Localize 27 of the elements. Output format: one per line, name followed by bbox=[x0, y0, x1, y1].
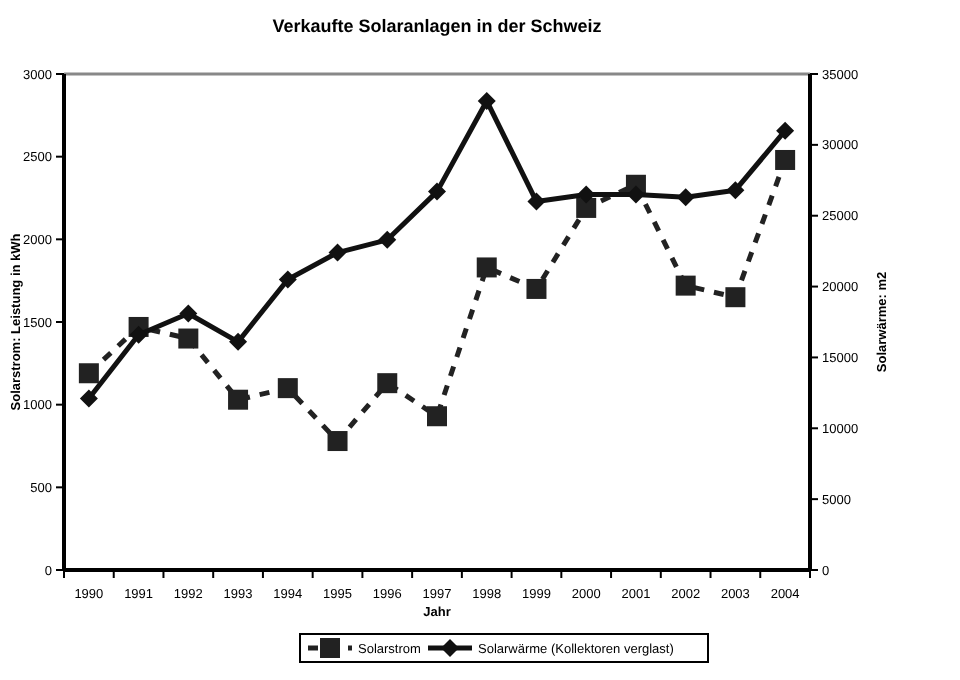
point bbox=[278, 270, 297, 289]
point bbox=[229, 332, 248, 351]
point bbox=[277, 378, 298, 399]
point bbox=[775, 149, 796, 170]
point bbox=[427, 406, 447, 427]
point bbox=[527, 192, 546, 211]
point bbox=[725, 287, 746, 308]
point bbox=[79, 389, 98, 408]
point bbox=[676, 188, 695, 207]
point bbox=[526, 278, 547, 299]
point bbox=[428, 182, 446, 201]
point bbox=[776, 121, 795, 140]
point bbox=[576, 197, 597, 218]
point bbox=[129, 325, 148, 344]
point bbox=[328, 243, 347, 262]
point bbox=[78, 363, 99, 384]
point bbox=[228, 389, 249, 410]
point bbox=[675, 275, 696, 296]
point bbox=[179, 304, 198, 323]
point bbox=[726, 181, 745, 200]
chart-title: Verkaufte Solaranlagen in der Schweiz bbox=[272, 16, 603, 36]
point bbox=[178, 328, 199, 349]
point bbox=[377, 373, 398, 394]
point bbox=[476, 257, 497, 278]
point bbox=[327, 431, 348, 452]
point bbox=[477, 91, 496, 110]
point bbox=[378, 230, 397, 249]
